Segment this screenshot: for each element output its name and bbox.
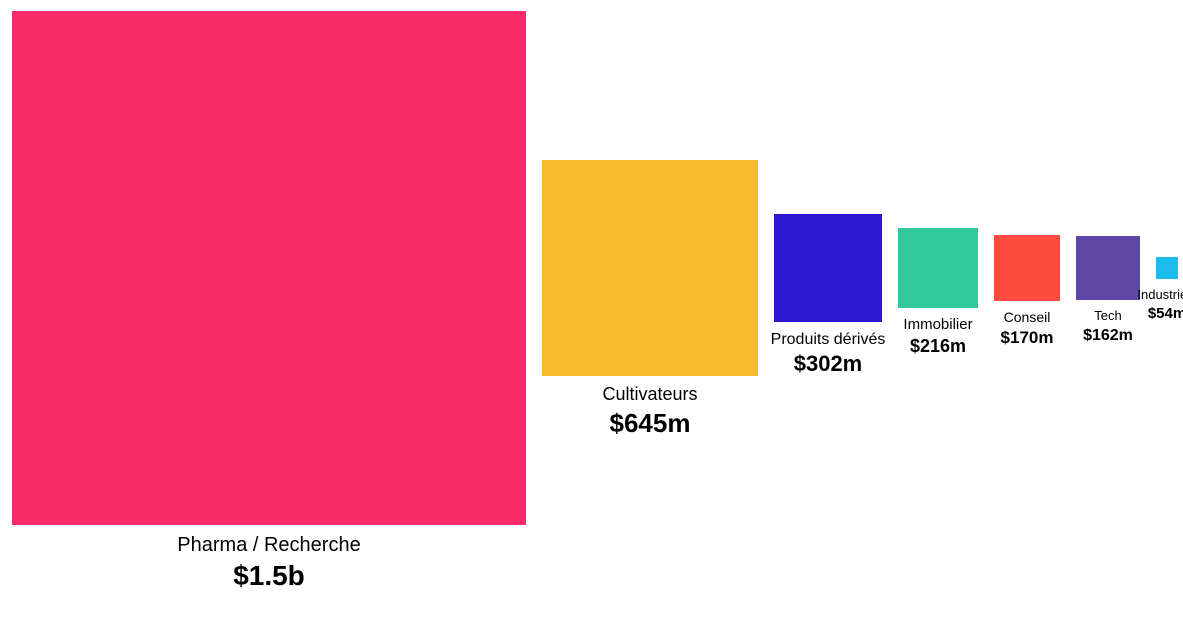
industriels-value: $54m [1127,305,1183,323]
tech-value: $162m [1066,326,1150,345]
produits-derives-square [774,214,882,322]
pharma-square [12,11,526,525]
cultivateurs-label: Cultivateurs [532,384,768,406]
conseil-value: $170m [984,328,1070,348]
chart-item-cultivateurs: Cultivateurs$645m [532,160,768,439]
immobilier-square [898,228,978,308]
chart-item-industriels: Industriels $54m [1127,257,1183,323]
industriels-label: Industriels [1127,287,1183,303]
produits-derives-label: Produits dérivés [764,330,892,349]
chart-item-pharma: Pharma / Recherche$1.5b [2,11,536,593]
conseil-label: Conseil [984,309,1070,326]
chart-item-immobilier: Immobilier $216m [888,228,988,358]
conseil-square [994,235,1060,301]
pharma-label: Pharma / Recherche [2,533,536,557]
immobilier-label: Immobilier [888,316,988,334]
chart-item-produits-derives: Produits dérivés $302m [764,214,892,378]
immobilier-value: $216m [888,336,988,358]
cultivateurs-square [542,160,758,376]
industriels-square [1156,257,1178,279]
pharma-value: $1.5b [2,559,536,593]
chart-item-conseil: Conseil $170m [984,235,1070,348]
cultivateurs-value: $645m [532,408,768,439]
proportional-square-chart: Pharma / Recherche$1.5bCultivateurs$645m… [0,0,1183,626]
produits-derives-value: $302m [764,351,892,377]
